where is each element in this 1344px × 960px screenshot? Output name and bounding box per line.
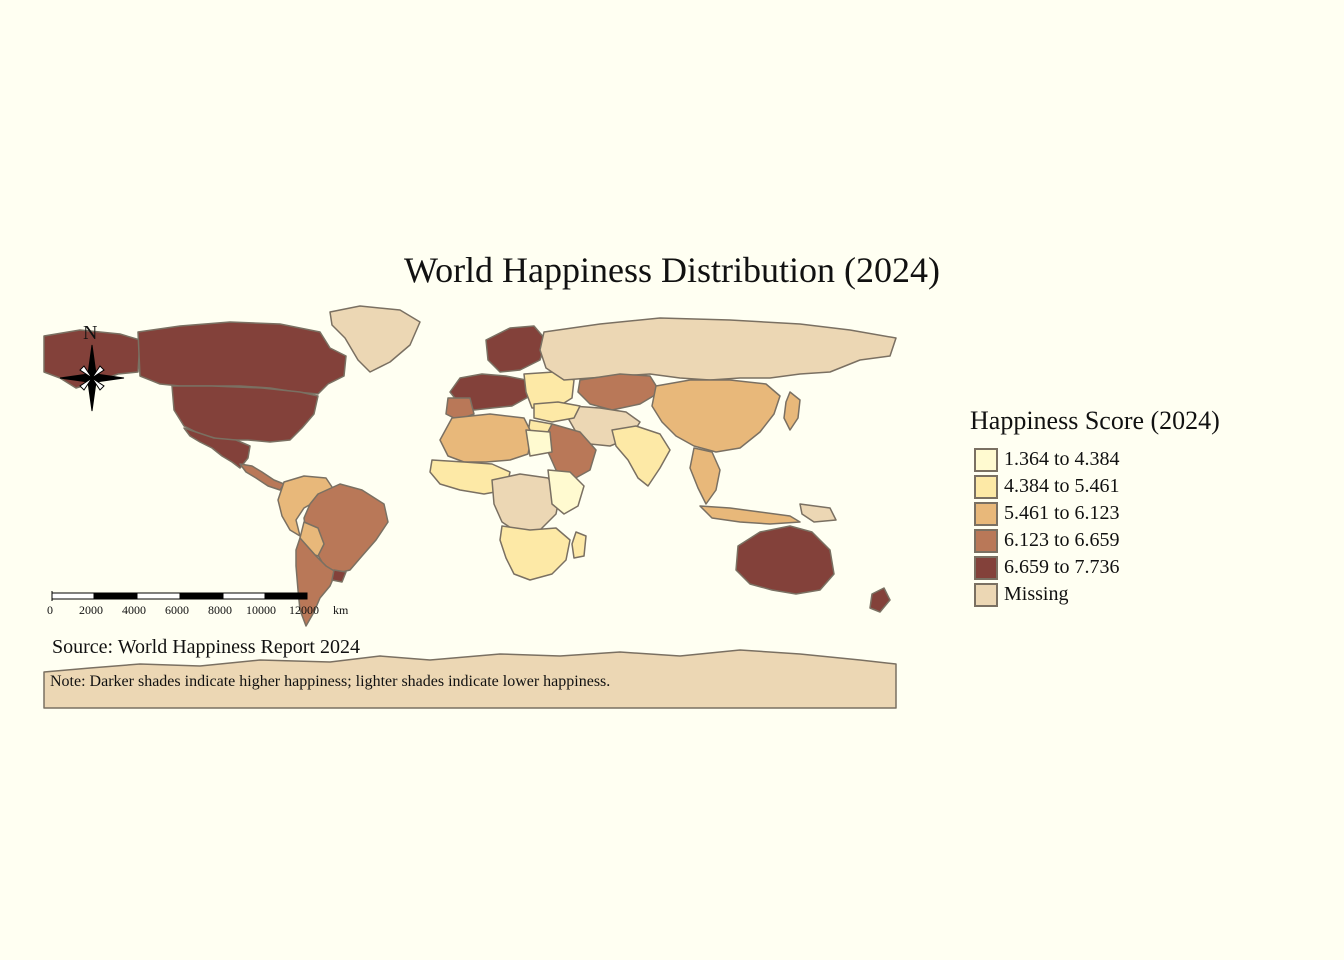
legend-item: Missing	[970, 581, 1220, 608]
region-japan	[783, 391, 801, 431]
region-new-zealand	[869, 587, 891, 613]
scale-tick-label: 6000	[165, 603, 189, 617]
legend-swatch	[974, 447, 998, 472]
legend: Happiness Score (2024) 1.364 to 4.384 4.…	[970, 404, 1220, 608]
scale-bar	[51, 591, 308, 601]
region-central-america	[239, 463, 285, 491]
region-northwest-south-america	[277, 475, 335, 537]
region-australia	[735, 525, 835, 595]
region-south-asia	[611, 425, 671, 487]
legend-item: 1.364 to 4.384	[970, 446, 1220, 473]
legend-item: 4.384 to 5.461	[970, 473, 1220, 500]
north-label: N	[83, 322, 98, 344]
legend-item: 6.659 to 7.736	[970, 554, 1220, 581]
region-turkey	[533, 401, 581, 423]
scale-unit-label: km	[333, 603, 349, 617]
region-southeast-asia	[689, 447, 721, 505]
legend-label: 6.659 to 7.736	[1004, 556, 1120, 578]
region-russia	[539, 317, 897, 381]
scale-tick-label: 2000	[79, 603, 103, 617]
legend-label: 1.364 to 4.384	[1004, 448, 1120, 470]
region-northern-europe	[485, 325, 547, 373]
scale-tick-label: 10000	[246, 603, 276, 617]
region-east-africa	[547, 469, 585, 515]
scale-tick-label: 4000	[122, 603, 146, 617]
legend-swatch	[974, 555, 998, 580]
legend-item: 5.461 to 6.123	[970, 500, 1220, 527]
scale-tick-label: 8000	[208, 603, 232, 617]
source-caption: Source: World Happiness Report 2024	[52, 636, 360, 658]
region-madagascar	[571, 531, 587, 559]
legend-swatch	[974, 528, 998, 553]
region-usa	[171, 385, 319, 443]
region-antarctica	[43, 649, 897, 709]
legend-label: 4.384 to 5.461	[1004, 475, 1120, 497]
region-kazakhstan	[577, 373, 661, 411]
region-southern-cone	[295, 537, 337, 627]
region-north-africa	[439, 413, 533, 463]
legend-label: Missing	[1004, 583, 1069, 605]
note-caption: Note: Darker shades indicate higher happ…	[50, 673, 611, 690]
region-east-asia	[651, 379, 781, 453]
legend-swatch	[974, 582, 998, 607]
legend-label: 5.461 to 6.123	[1004, 502, 1120, 524]
legend-item: 6.123 to 6.659	[970, 527, 1220, 554]
region-central-africa	[491, 473, 561, 535]
region-papua	[799, 503, 837, 523]
region-mexico	[183, 427, 251, 469]
map-title: World Happiness Distribution (2024)	[403, 250, 941, 290]
scale-tick-label: 0	[47, 603, 53, 617]
legend-title: Happiness Score (2024)	[970, 406, 1220, 435]
north-arrow-icon	[59, 344, 125, 412]
region-uruguay	[331, 569, 347, 583]
region-southern-africa	[499, 525, 571, 581]
legend-items: 1.364 to 4.384 4.384 to 5.461 5.461 to 6…	[970, 446, 1220, 608]
region-canada	[137, 321, 347, 395]
region-indonesia	[699, 505, 801, 525]
legend-label: 6.123 to 6.659	[1004, 529, 1120, 551]
legend-swatch	[974, 474, 998, 499]
legend-swatch	[974, 501, 998, 526]
region-egypt	[525, 429, 553, 457]
scale-tick-label: 12000	[289, 603, 319, 617]
region-greenland	[329, 305, 421, 373]
